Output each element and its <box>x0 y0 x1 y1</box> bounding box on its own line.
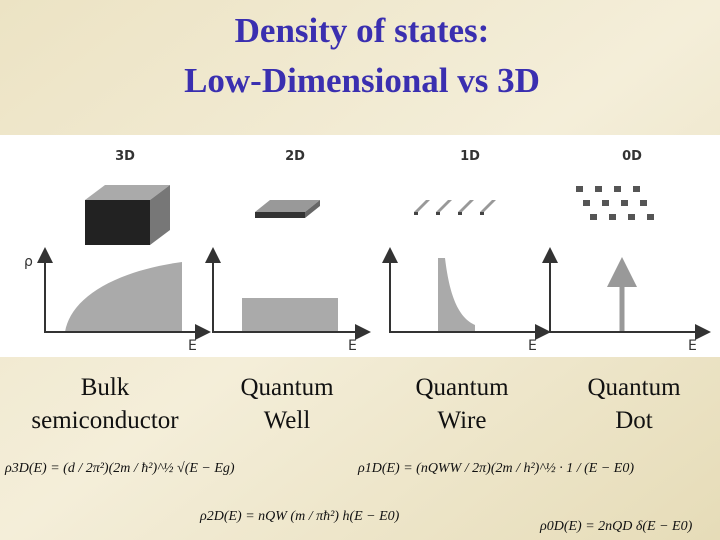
formula: ρ1D(E) = (nQWW / 2π)(2m / h²)^½ · 1 / (E… <box>357 461 634 476</box>
caption: Wire <box>438 407 487 434</box>
formula: ρ0D(E) = 2nQD δ(E − E0) <box>539 519 693 534</box>
energy-label: E <box>688 338 697 354</box>
dot <box>583 200 590 206</box>
dot <box>595 186 602 192</box>
dot <box>647 214 654 220</box>
formula: ρ2D(E) = nQW (m / πħ²) h(E − E0) <box>199 509 400 524</box>
dimension-label: 2D <box>285 149 305 164</box>
energy-label: E <box>528 338 537 354</box>
formula: ρ3D(E) = (d / 2π²)(2m / ħ²)^½ √(E − Eg) <box>4 461 235 476</box>
caption: Quantum <box>415 374 509 401</box>
dot <box>602 200 609 206</box>
wire <box>436 212 440 215</box>
dot <box>590 214 597 220</box>
dot <box>633 186 640 192</box>
density-label: ρ <box>24 254 33 270</box>
wire <box>414 212 418 215</box>
axis <box>389 260 540 333</box>
axis <box>549 260 700 333</box>
wire <box>458 212 462 215</box>
title-line: Density of states: <box>235 11 490 50</box>
dot <box>621 200 628 206</box>
dot <box>614 186 621 192</box>
caption: Well <box>264 407 311 434</box>
dimension-label: 1D <box>460 149 480 164</box>
caption: Quantum <box>240 374 334 401</box>
caption: Quantum <box>587 374 681 401</box>
caption: Bulk <box>81 374 130 401</box>
dot <box>576 186 583 192</box>
energy-label: E <box>348 338 357 354</box>
wire <box>458 200 474 212</box>
dimension-label: 0D <box>622 149 642 164</box>
wire <box>414 200 430 212</box>
axis <box>212 260 360 333</box>
axis <box>44 260 200 333</box>
energy-label: E <box>188 338 197 354</box>
wire <box>436 200 452 212</box>
title-line: Low-Dimensional vs 3D <box>184 61 540 100</box>
wire <box>480 212 484 215</box>
dot <box>609 214 616 220</box>
dimension-label: 3D <box>115 149 135 164</box>
caption: Dot <box>615 407 653 434</box>
dot <box>628 214 635 220</box>
dot <box>640 200 647 206</box>
caption: semiconductor <box>31 407 179 434</box>
wire <box>480 200 496 212</box>
